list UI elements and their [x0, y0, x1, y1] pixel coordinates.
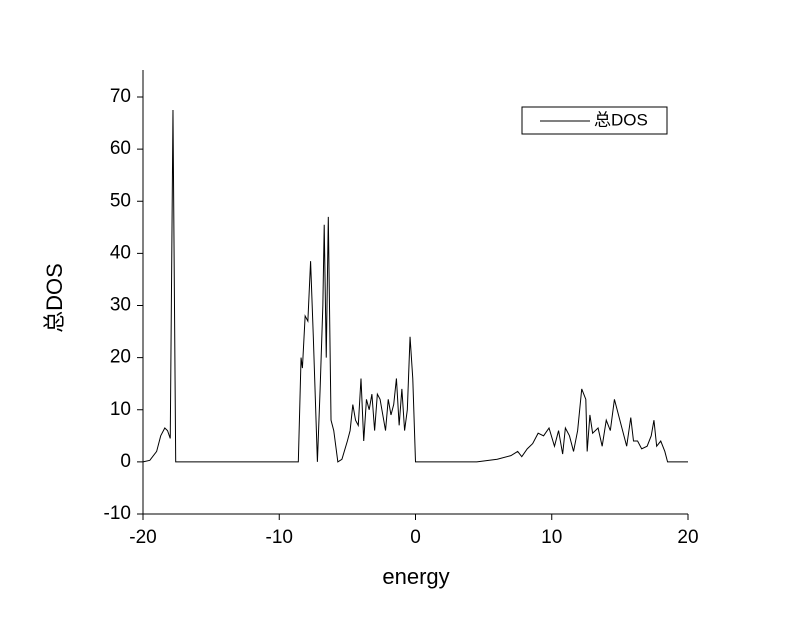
- y-tick-label: 50: [110, 190, 131, 211]
- data-line: [142, 110, 688, 463]
- x-tick-label: -10: [266, 527, 293, 548]
- y-tick-label: 0: [120, 451, 131, 472]
- y-tick-label: 70: [110, 86, 131, 107]
- x-tick-label: 10: [541, 527, 562, 548]
- legend-label: 总DOS: [594, 110, 648, 129]
- y-tick-label: 40: [110, 242, 131, 263]
- x-tick-label: 0: [410, 527, 421, 548]
- x-axis-label: energy: [382, 564, 449, 589]
- y-tick-label: 30: [110, 295, 131, 316]
- y-tick-label: 10: [110, 399, 131, 420]
- y-tick-label: 60: [110, 138, 131, 159]
- x-tick-label: 20: [677, 527, 698, 548]
- y-tick-label: -10: [104, 503, 131, 524]
- x-tick-label: -20: [129, 527, 156, 548]
- legend-box: [521, 106, 668, 135]
- y-tick-label: 20: [110, 347, 131, 368]
- y-axis-label: 总DOS: [42, 263, 67, 333]
